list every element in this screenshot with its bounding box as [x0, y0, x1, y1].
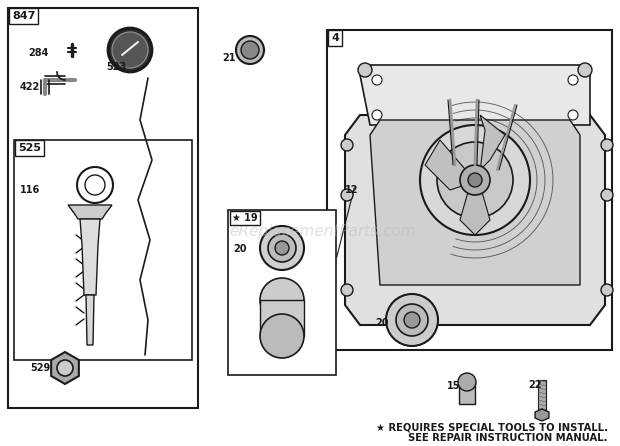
- Polygon shape: [460, 185, 490, 235]
- Text: 116: 116: [20, 185, 40, 195]
- Circle shape: [241, 41, 259, 59]
- Circle shape: [260, 278, 304, 322]
- Circle shape: [404, 312, 420, 328]
- Circle shape: [568, 75, 578, 85]
- Circle shape: [341, 189, 353, 201]
- Text: 15: 15: [447, 381, 461, 391]
- Circle shape: [341, 139, 353, 151]
- Text: 20: 20: [233, 244, 247, 254]
- Text: SEE REPAIR INSTRUCTION MANUAL.: SEE REPAIR INSTRUCTION MANUAL.: [408, 433, 608, 443]
- Circle shape: [112, 32, 148, 68]
- Text: 4: 4: [331, 33, 339, 43]
- Text: 21: 21: [222, 53, 236, 63]
- Text: ★ 19: ★ 19: [232, 213, 258, 223]
- Circle shape: [77, 167, 113, 203]
- Text: 22: 22: [528, 380, 541, 390]
- Text: 284: 284: [28, 48, 48, 58]
- Text: 422: 422: [20, 82, 40, 92]
- Bar: [538, 380, 546, 415]
- Text: 525: 525: [18, 143, 41, 153]
- Circle shape: [85, 175, 105, 195]
- Bar: [228, 210, 336, 375]
- Circle shape: [568, 110, 578, 120]
- Polygon shape: [68, 205, 112, 219]
- Circle shape: [460, 165, 490, 195]
- Polygon shape: [535, 409, 549, 421]
- Circle shape: [260, 226, 304, 270]
- Circle shape: [468, 173, 482, 187]
- Text: eReplacementParts.com: eReplacementParts.com: [229, 224, 416, 240]
- Polygon shape: [80, 219, 100, 295]
- Text: 529: 529: [30, 363, 50, 373]
- Polygon shape: [475, 115, 505, 175]
- Bar: [8, 8, 198, 408]
- Circle shape: [437, 142, 513, 218]
- Circle shape: [578, 63, 592, 77]
- Bar: [260, 300, 304, 336]
- Circle shape: [57, 360, 73, 376]
- Polygon shape: [345, 115, 605, 325]
- Text: 523: 523: [106, 62, 126, 72]
- Polygon shape: [86, 295, 94, 345]
- Circle shape: [372, 75, 382, 85]
- Circle shape: [372, 110, 382, 120]
- Text: ★ REQUIRES SPECIAL TOOLS TO INSTALL.: ★ REQUIRES SPECIAL TOOLS TO INSTALL.: [376, 423, 608, 433]
- Circle shape: [108, 28, 152, 72]
- Text: 12: 12: [345, 185, 358, 195]
- Circle shape: [358, 63, 372, 77]
- Circle shape: [601, 284, 613, 296]
- Circle shape: [601, 189, 613, 201]
- Polygon shape: [360, 65, 590, 125]
- Bar: [14, 140, 192, 360]
- Circle shape: [260, 314, 304, 358]
- Polygon shape: [370, 120, 580, 285]
- Polygon shape: [425, 140, 475, 190]
- Text: 847: 847: [12, 11, 35, 21]
- Circle shape: [268, 234, 296, 262]
- Circle shape: [386, 294, 438, 346]
- Circle shape: [420, 125, 530, 235]
- Circle shape: [236, 36, 264, 64]
- Circle shape: [396, 304, 428, 336]
- Bar: [327, 30, 612, 350]
- Circle shape: [275, 241, 289, 255]
- Circle shape: [458, 373, 476, 391]
- Circle shape: [601, 139, 613, 151]
- Text: 20: 20: [375, 318, 389, 328]
- Circle shape: [341, 284, 353, 296]
- Bar: [459, 382, 475, 404]
- Polygon shape: [51, 352, 79, 384]
